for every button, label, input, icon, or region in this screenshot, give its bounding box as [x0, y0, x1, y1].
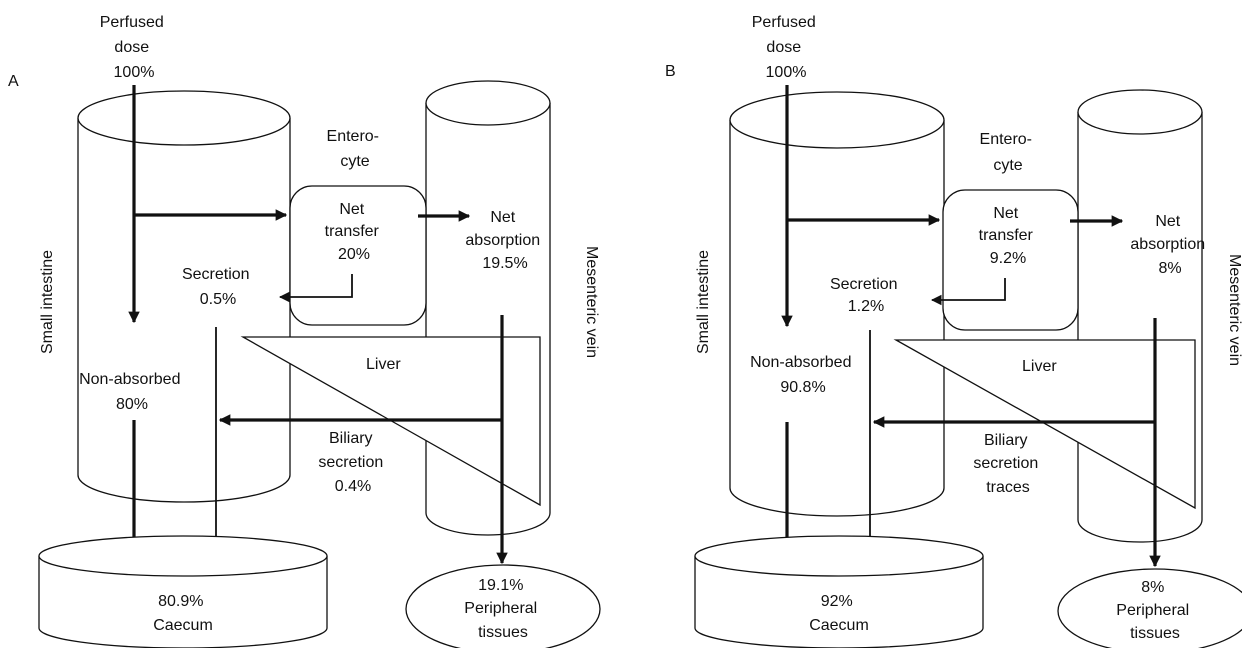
small-intestine-label: Small intestine [39, 250, 56, 354]
secretion-label: Secretion 0.5% [182, 266, 254, 308]
enterocyte-label: Entero- cyte [980, 131, 1037, 174]
caecum-label: 92% Caecum [809, 593, 869, 634]
mesenteric-vein-label: Mesenteric vein [583, 246, 600, 358]
non-absorbed-label: Non-absorbed 80% [79, 371, 185, 413]
panel-label: B [665, 63, 676, 80]
enterocyte-box [289, 185, 427, 326]
panel-b: B Perfused dose 100% Small intestine Mes… [665, 14, 1242, 648]
perfused-dose-label: Perfused dose 100% [752, 14, 821, 81]
peripheral-tissues-ellipse [405, 564, 601, 648]
perfused-dose-label: Perfused dose 100% [100, 14, 169, 81]
peripheral-tissues-label: 8% Peripheral tissues [1116, 579, 1193, 642]
caecum-cylinder [38, 535, 328, 648]
caecum-cylinder [694, 535, 984, 648]
liver-label: Liver [1022, 358, 1057, 375]
liver-triangle [893, 339, 1196, 510]
non-absorbed-label: Non-absorbed 90.8% [750, 354, 856, 396]
peripheral-tissues-ellipse [1057, 568, 1242, 648]
net-absorption-label: Net absorption 19.5% [465, 209, 544, 272]
mesenteric-vein-label: Mesenteric vein [1226, 254, 1242, 366]
biliary-secretion-label: Biliary secretion traces [973, 432, 1042, 496]
enterocyte-label: Entero- cyte [327, 128, 384, 170]
net-transfer-label: Net transfer 9.2% [979, 205, 1038, 267]
secretion-arrow [930, 278, 1006, 306]
panel-a: A Perfused dose 100% Small intestine Mes… [8, 14, 601, 648]
secretion-label: Secretion 1.2% [830, 276, 902, 315]
small-intestine-cylinder [77, 90, 291, 503]
panel-label: A [8, 73, 19, 90]
peripheral-tissues-label: 19.1% Peripheral tissues [464, 577, 541, 641]
small-intestine-label: Small intestine [695, 250, 712, 354]
secretion-arrow [278, 274, 353, 303]
small-intestine-cylinder [729, 91, 945, 517]
net-transfer-label: Net transfer 20% [325, 201, 384, 263]
net-absorption-label: Net absorption 8% [1130, 213, 1209, 277]
liver-label: Liver [366, 356, 401, 373]
biliary-secretion-label: Biliary secretion 0.4% [318, 430, 387, 495]
enterocyte-box [942, 189, 1079, 331]
caecum-label: 80.9% Caecum [153, 593, 213, 634]
